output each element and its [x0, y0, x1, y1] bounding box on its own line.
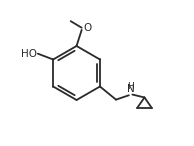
- Text: N: N: [127, 84, 134, 94]
- Text: HO: HO: [21, 49, 37, 59]
- Text: O: O: [83, 23, 92, 33]
- Text: H: H: [127, 82, 134, 91]
